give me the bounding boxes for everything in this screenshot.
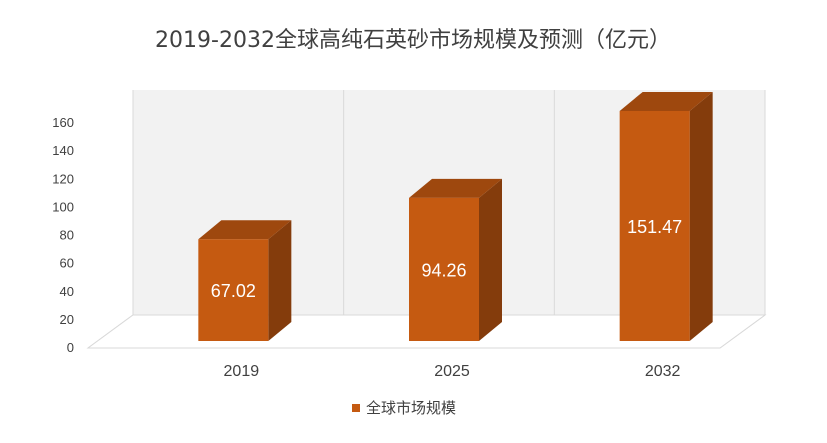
bar: 94.26 — [409, 178, 502, 341]
y-tick-label: 100 — [52, 199, 74, 214]
bar-front — [619, 110, 690, 341]
y-tick-label: 0 — [67, 340, 74, 355]
data-label: 67.02 — [211, 281, 256, 301]
bar-side — [268, 220, 292, 341]
y-tick-label: 80 — [60, 228, 74, 243]
y-axis-ticks: 0 20 40 60 80 100 120 140 160 — [52, 115, 74, 355]
x-tick-label: 2019 — [224, 363, 260, 380]
x-tick-label: 2025 — [434, 363, 470, 380]
bar: 67.02 — [198, 220, 292, 341]
x-axis-labels: 2019 2025 2032 — [224, 363, 681, 380]
bar: 151.47 — [619, 91, 713, 341]
bar-top — [198, 220, 292, 240]
bar-top — [409, 178, 502, 198]
bar-front — [198, 239, 269, 341]
legend-swatch — [352, 404, 360, 412]
y-tick-label: 20 — [60, 312, 74, 327]
bar-top — [619, 91, 713, 111]
x-tick-label: 2032 — [645, 363, 681, 380]
bars: 67.02 94.26 151.47 — [198, 91, 713, 341]
data-label: 151.47 — [627, 217, 682, 237]
y-tick-label: 120 — [52, 171, 74, 186]
bar-front — [409, 197, 479, 341]
legend: 全球市场规模 — [352, 399, 456, 417]
bar-side — [479, 178, 502, 341]
legend-label: 全球市场规模 — [366, 399, 456, 417]
y-tick-label: 140 — [52, 143, 74, 158]
bar-side — [689, 91, 713, 341]
y-tick-label: 160 — [52, 115, 74, 130]
y-tick-label: 60 — [60, 256, 74, 271]
chart-title: 2019-2032全球高纯石英砂市场规模及预测（亿元） — [155, 28, 671, 53]
y-tick-label: 40 — [60, 284, 74, 299]
data-label: 94.26 — [421, 260, 466, 280]
